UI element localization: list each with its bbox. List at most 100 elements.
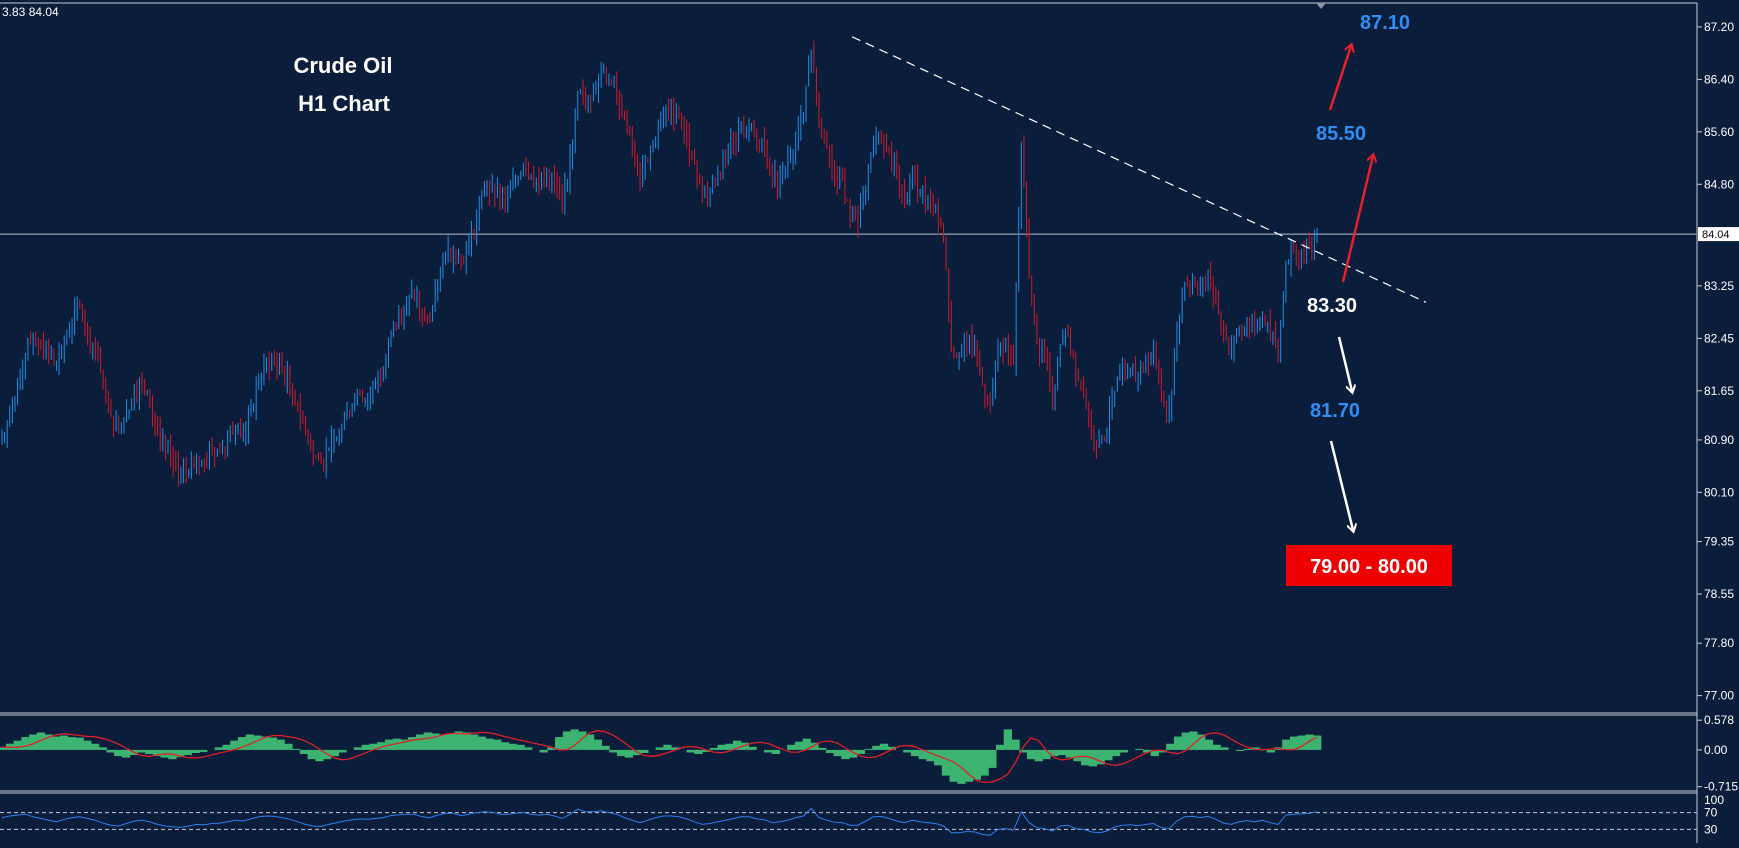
price-tick-label: 77.80 (1704, 636, 1734, 650)
macd-bar (655, 747, 664, 750)
macd-bar (995, 744, 1005, 750)
down-arrow-to-81-icon (1337, 336, 1352, 391)
macd-bar (121, 749, 131, 758)
macd-bar (1197, 734, 1206, 750)
macd-bar (609, 749, 618, 753)
macd-bar (1189, 731, 1198, 750)
macd-bar (833, 749, 842, 757)
macd-bar (918, 749, 927, 760)
price-tick-label: 77.00 (1704, 689, 1734, 703)
macd-bar (137, 749, 146, 753)
price-tick-label: 87.20 (1704, 20, 1734, 34)
macd-bar (709, 747, 719, 750)
macd-bar (1050, 749, 1059, 757)
macd-bar (52, 736, 61, 750)
macd-bar (624, 749, 633, 758)
macd-bar (299, 749, 309, 755)
macd-bar (338, 749, 347, 753)
macd-bar (1243, 748, 1252, 750)
macd-bar (400, 739, 409, 750)
price-axis: 87.20 86.40 85.60 84.80 83.25 82.45 81.65 80.90… (1697, 20, 1734, 703)
macd-bar (1096, 749, 1105, 765)
macd-bar (965, 749, 974, 782)
macd-bar (431, 733, 440, 750)
macd-bar (1220, 747, 1229, 750)
macd-bar (810, 742, 819, 750)
macd-bar (879, 743, 889, 750)
macd-bar (1073, 749, 1082, 762)
macd-bar (330, 749, 339, 757)
macd-bar (493, 739, 502, 750)
macd-bar (740, 742, 749, 750)
macd-bar (500, 742, 510, 750)
down-arrow-to-zone-icon (1329, 440, 1353, 530)
macd-signal-line (2, 730, 1318, 784)
macd-bar (183, 749, 193, 756)
macd-bar (903, 749, 912, 753)
macd-bar (787, 744, 796, 750)
macd-bar (67, 737, 76, 750)
rsi-tick-label: 30 (1704, 822, 1718, 836)
up-arrow-to-87-icon (1328, 46, 1351, 111)
macd-tick-label: 0.578 (1704, 713, 1734, 727)
macd-bar (1297, 735, 1306, 750)
price-tick-label: 84.80 (1704, 177, 1734, 191)
macd-bar (825, 749, 835, 753)
macd-bar (1135, 748, 1144, 750)
macd-bar (284, 743, 293, 750)
macd-bar (145, 749, 154, 755)
macd-bar (1119, 749, 1128, 753)
macd-bar (1181, 732, 1190, 750)
macd-bar (1266, 749, 1275, 753)
macd-bar (671, 747, 680, 750)
macd-bar (214, 747, 223, 750)
macd-bar (1003, 729, 1012, 750)
macd-bar (694, 749, 703, 755)
macd-bar (1289, 736, 1299, 750)
macd-bar (44, 734, 53, 750)
macd-bar (972, 749, 982, 780)
macd-bar (1313, 735, 1322, 750)
macd-bar (1065, 749, 1074, 758)
macd-bar (245, 734, 254, 750)
descending-trendline[interactable] (851, 36, 1427, 303)
macd-bar (439, 734, 448, 750)
macd-bar (191, 749, 200, 753)
price-tick-label: 83.25 (1704, 279, 1734, 293)
macd-bar (377, 742, 386, 750)
macd-bar (237, 737, 247, 750)
macd-bar (152, 749, 162, 757)
macd-bar (841, 749, 850, 760)
macd-bar (268, 737, 278, 750)
macd-bar (1057, 749, 1067, 756)
macd-bar (934, 749, 943, 766)
price-tick-label: 86.40 (1704, 72, 1734, 86)
macd-bar (910, 749, 920, 757)
macd-bar (36, 732, 46, 750)
target-label-81: 81.70 (1310, 400, 1360, 422)
ohlc-readout: 3.83 84.04 (2, 5, 59, 19)
macd-bar (307, 749, 316, 760)
current-price-tag-label: 84.04 (1702, 229, 1730, 241)
macd-bar (949, 749, 958, 782)
price-tick-label: 79.35 (1704, 535, 1734, 549)
macd-bar (856, 749, 865, 755)
macd-bar (941, 749, 951, 776)
macd-bar (818, 747, 827, 750)
macd-bar (469, 734, 479, 750)
target-zone-label: 79.00 - 80.00 (1310, 556, 1428, 578)
macd-bar (570, 729, 579, 750)
macd-bar (83, 740, 92, 750)
price-tick-label: 81.65 (1704, 384, 1734, 398)
macd-bar (1212, 744, 1221, 750)
macd-bar (408, 737, 417, 750)
macd-tick-label: -0.715 (1704, 780, 1738, 794)
macd-bar (794, 741, 804, 750)
chart-title-line2: H1 Chart (298, 91, 390, 116)
macd-bar (230, 740, 239, 750)
macd-bar (1019, 749, 1028, 753)
macd-bar (1173, 736, 1183, 750)
macd-bar (415, 734, 425, 750)
chart-shift-marker-icon[interactable] (1316, 3, 1326, 9)
macd-bar (586, 734, 595, 750)
